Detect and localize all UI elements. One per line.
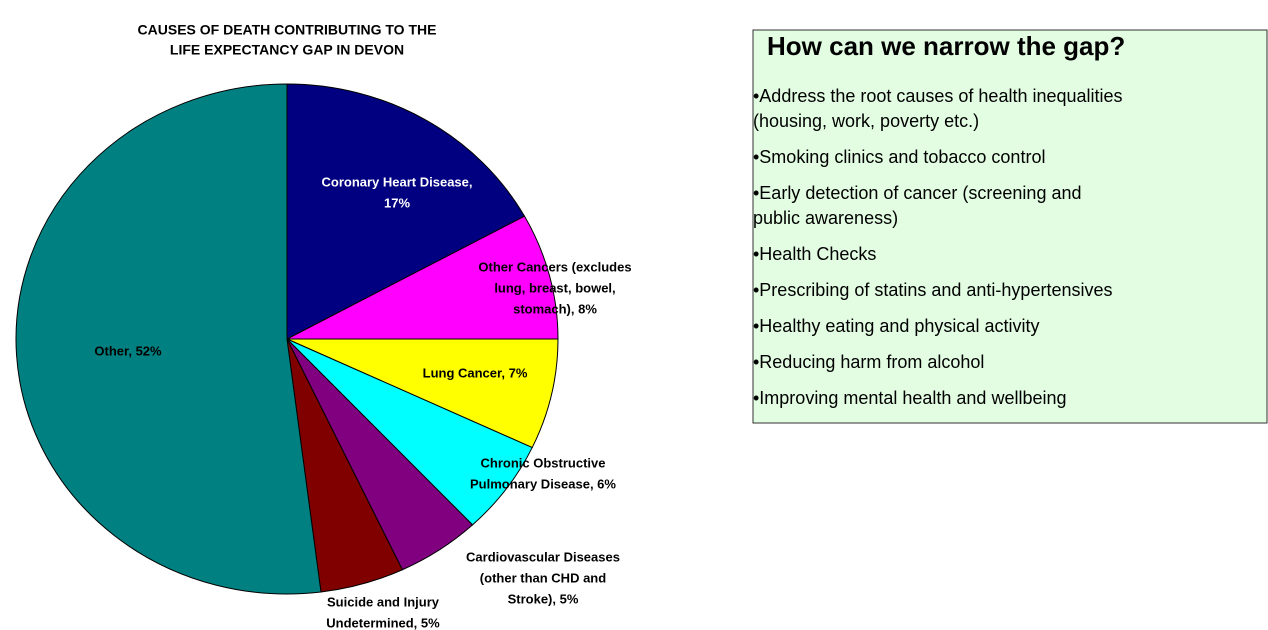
data-label: Undetermined, 5% bbox=[326, 615, 440, 630]
panel-item: •Smoking clinics and tobacco control bbox=[753, 147, 1045, 167]
chart-title: LIFE EXPECTANCY GAP IN DEVON bbox=[170, 42, 404, 58]
panel-item: •Healthy eating and physical activity bbox=[753, 316, 1039, 336]
data-label: Suicide and Injury bbox=[327, 594, 440, 609]
panel-title: How can we narrow the gap? bbox=[767, 31, 1125, 61]
pie-slice bbox=[286, 215, 559, 340]
panel-item: •Prescribing of statins and anti-hyperte… bbox=[753, 280, 1112, 300]
data-label: Lung Cancer, 7% bbox=[423, 365, 528, 380]
panel-item: •Health Checks bbox=[753, 244, 876, 264]
panel-item: •Early detection of cancer (screening an… bbox=[753, 183, 1081, 203]
panel-box bbox=[752, 29, 1268, 424]
panel-item: •Address the root causes of health inequ… bbox=[753, 86, 1123, 106]
panel-item: •Reducing harm from alcohol bbox=[753, 352, 984, 372]
data-label: Other, 52% bbox=[94, 343, 162, 358]
data-label: 17% bbox=[384, 195, 410, 210]
data-label: (other than CHD and bbox=[480, 570, 606, 585]
data-label: Stroke), 5% bbox=[508, 591, 579, 606]
panel-item: (housing, work, poverty etc.) bbox=[753, 111, 979, 131]
data-label: Cardiovascular Diseases bbox=[466, 549, 620, 564]
pie-slice bbox=[286, 83, 526, 340]
pie-slice bbox=[286, 338, 559, 449]
pie-slice bbox=[15, 83, 322, 595]
data-label: Pulmonary Disease, 6% bbox=[470, 476, 616, 491]
data-label: lung, breast, bowel, bbox=[494, 280, 615, 295]
data-label: Coronary Heart Disease, bbox=[321, 174, 472, 189]
data-label: Other Cancers (excludes bbox=[478, 259, 631, 274]
chart-title: CAUSES OF DEATH CONTRIBUTING TO THE bbox=[138, 22, 437, 38]
data-label: stomach), 8% bbox=[513, 301, 597, 316]
panel-item: •Improving mental health and wellbeing bbox=[753, 388, 1067, 408]
panel-item: public awareness) bbox=[753, 208, 898, 228]
data-label: Chronic Obstructive bbox=[481, 455, 606, 470]
